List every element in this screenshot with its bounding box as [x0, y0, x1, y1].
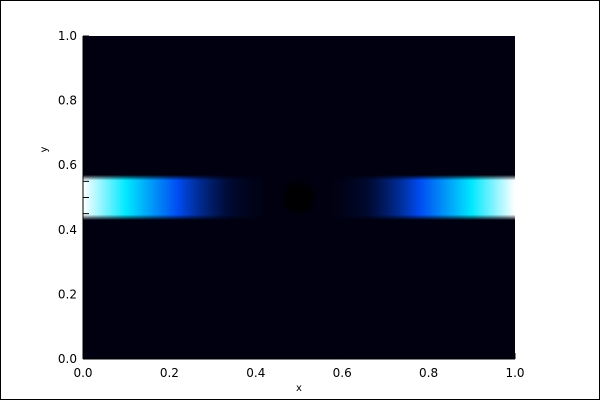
y-tick-label: 1.0	[58, 29, 77, 43]
x-tick-label: 0.8	[419, 366, 438, 380]
x-tick-label: 0.2	[160, 366, 179, 380]
x-tick-label: 0.4	[246, 366, 265, 380]
x-tick-label: 1.0	[505, 366, 524, 380]
x-tick-label: 0.6	[333, 366, 352, 380]
x-axis-label: x	[296, 383, 302, 394]
y-tick-label: 0.4	[58, 223, 77, 237]
y-tick-label: 0.6	[58, 158, 77, 172]
y-axis-label: y	[39, 146, 50, 152]
heatmap-dark-spot	[277, 175, 321, 220]
y-tick-label: 0.0	[58, 352, 77, 366]
y-tick-label: 0.8	[58, 94, 77, 108]
y-tick-label: 0.2	[58, 287, 77, 301]
x-tick-label: 0.0	[73, 366, 92, 380]
